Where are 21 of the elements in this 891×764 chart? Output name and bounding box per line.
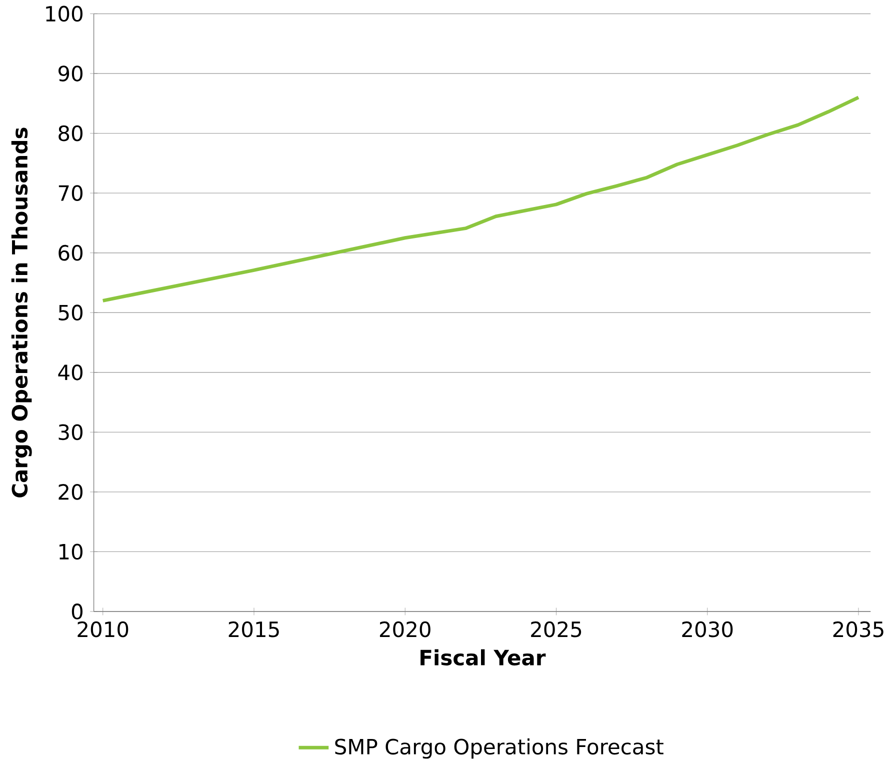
x-tick-label: 2035 xyxy=(833,621,884,638)
y-tick-label: 50 xyxy=(58,304,82,321)
y-tick-label: 70 xyxy=(58,185,82,202)
y-tick-label: 10 xyxy=(60,544,82,560)
x-tick-label: 2020 xyxy=(380,621,430,638)
y-tick-label: 30 xyxy=(58,424,82,440)
y-tick-label: 60 xyxy=(58,244,82,261)
x-tick-label: 2010 xyxy=(78,621,128,638)
legend-label: SMP Cargo Operations Forecast xyxy=(335,738,664,759)
x-tick-label: 2015 xyxy=(228,621,279,638)
y-tick-label: 40 xyxy=(58,364,82,380)
y-tick-label: 20 xyxy=(58,484,82,500)
y-tick-label: 80 xyxy=(58,125,82,142)
y-tick-label: 0 xyxy=(72,604,82,620)
x-tick-label: 2030 xyxy=(682,621,733,638)
x-axis-title: Fiscal Year xyxy=(420,649,546,666)
x-tick-label: 2025 xyxy=(531,621,582,638)
line-series xyxy=(101,96,860,302)
y-tick-label: 100 xyxy=(46,6,82,22)
y-tick-label: 90 xyxy=(58,66,82,82)
y-axis-title: Cargo Operations in Thousands xyxy=(11,128,32,498)
